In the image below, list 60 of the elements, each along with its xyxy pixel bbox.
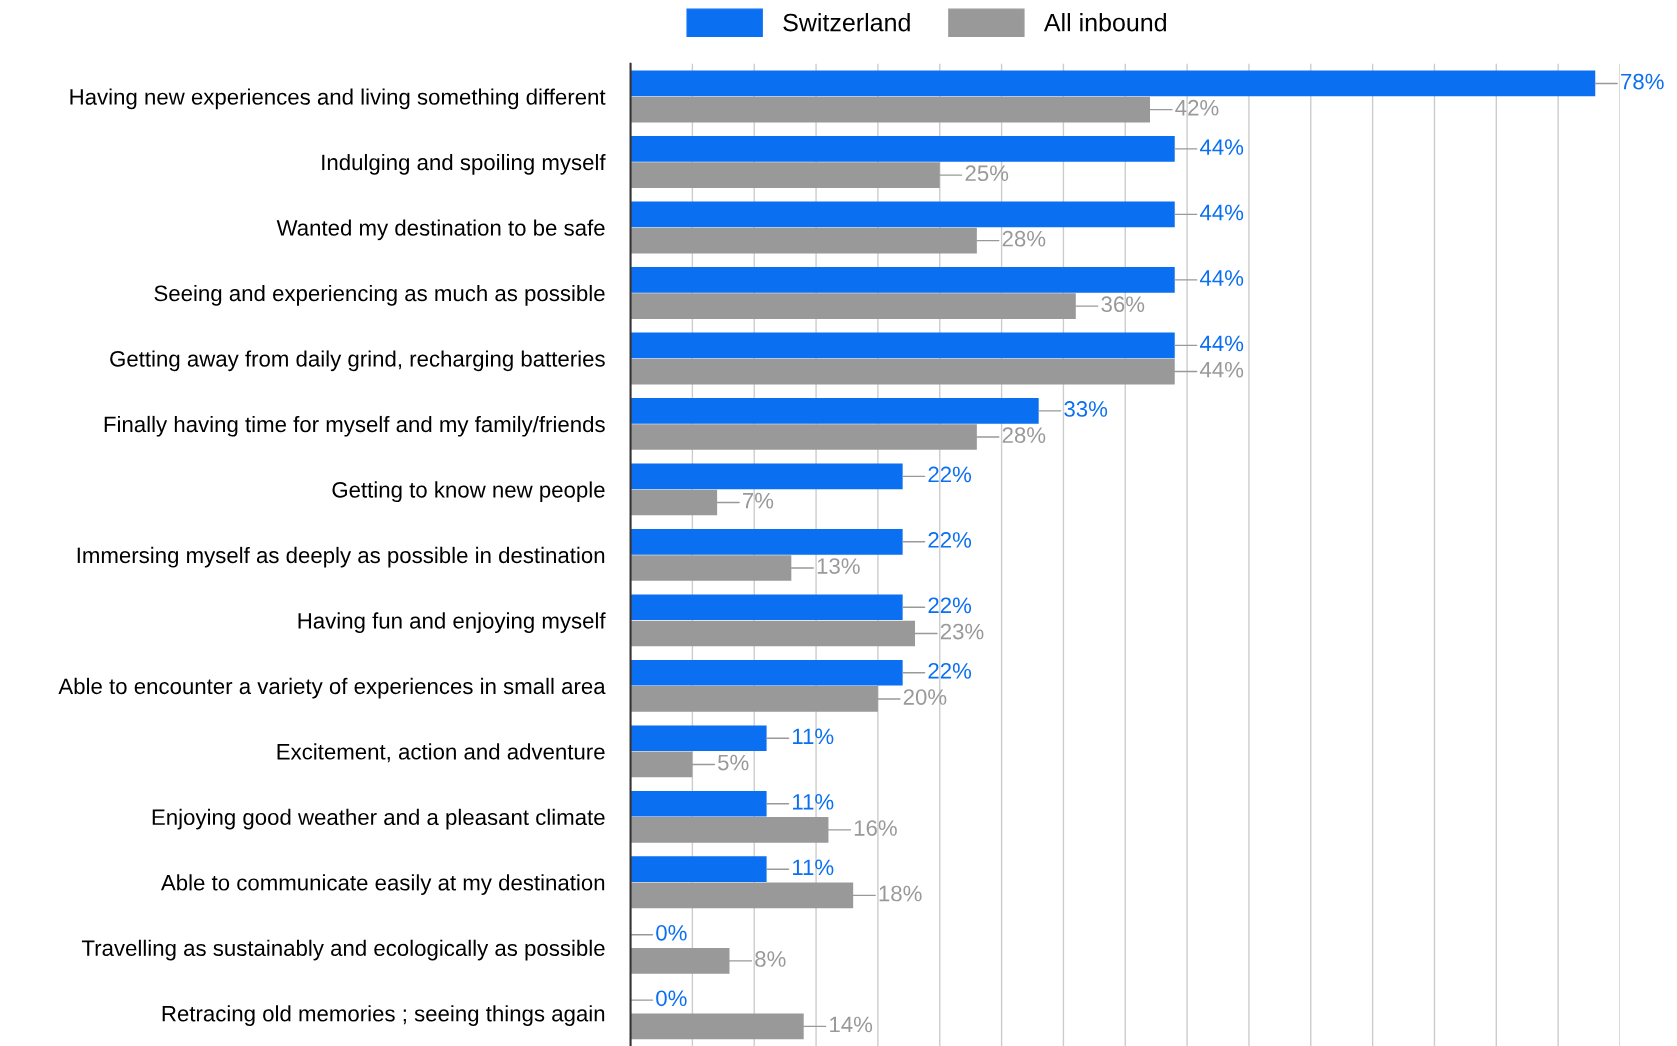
data-label: 36%: [1101, 296, 1145, 313]
data-label: 0%: [656, 990, 687, 1007]
y-tick-label: Immersing myself as deeply as possible in destination: [77, 546, 605, 568]
bar: [630, 136, 1175, 162]
y-tick-label: Indulging and spoiling myself: [322, 153, 606, 175]
data-label: 14%: [830, 1016, 873, 1033]
data-label: 18%: [879, 885, 922, 902]
data-label: 28%: [1002, 230, 1046, 247]
bar: [630, 790, 767, 817]
data-label: 22%: [928, 597, 972, 614]
data-label: 25%: [965, 165, 1009, 182]
y-tick-label: Able to encounter a variety of experiences in small area: [58, 677, 606, 699]
data-label: 5%: [718, 754, 749, 771]
y-tick-label: Having new experiences and living something different: [70, 88, 606, 110]
data-label: 78%: [1621, 73, 1664, 90]
legend-label: Switzerland: [783, 13, 910, 32]
y-tick-label: Enjoying good weather and a pleasant climate: [152, 808, 605, 830]
data-label: 8%: [755, 951, 786, 967]
data-label: 44%: [1199, 139, 1244, 155]
data-label: 44%: [1199, 361, 1244, 378]
y-tick-label: Having fun and enjoying myself: [298, 612, 606, 634]
data-label: 22%: [928, 466, 972, 483]
data-label: 33%: [1064, 401, 1108, 417]
bar: [630, 463, 903, 490]
y-tick-label: Wanted my destination to be safe: [276, 219, 605, 241]
bar: [630, 659, 903, 686]
bar: [630, 528, 903, 555]
data-label: 22%: [928, 532, 972, 548]
y-tick-label: Able to communicate easily at my destination: [160, 874, 605, 895]
data-label: 11%: [793, 794, 834, 810]
data-label: 28%: [1002, 427, 1046, 444]
y-tick-label: Getting away from daily grind, recharging batteries: [110, 350, 605, 372]
data-label: 44%: [1199, 270, 1244, 286]
y-tick-label: Excitement, action and adventure: [277, 743, 605, 763]
y-tick-label: Retracing old memories ; seeing things again: [162, 1005, 605, 1026]
y-tick-label: Seeing and experiencing as much as possible: [154, 284, 605, 306]
y-tick-label: Finally having time for myself and my family/friends: [104, 415, 605, 437]
data-label: 11%: [793, 728, 834, 745]
data-label: 42%: [1175, 99, 1219, 116]
bar: [630, 398, 1039, 424]
y-tick-label: Getting to know new people: [332, 481, 605, 503]
data-label: 22%: [928, 663, 972, 679]
bar: [630, 332, 1175, 359]
data-label: 0%: [656, 924, 687, 941]
data-label: 20%: [903, 689, 947, 705]
data-label: 11%: [793, 859, 834, 876]
legend-label: All inbound: [1043, 13, 1166, 32]
data-label: 44%: [1199, 335, 1244, 352]
bar: [630, 594, 903, 621]
y-tick-label: Travelling as sustainably and ecologically as possible: [81, 939, 605, 961]
data-label: 23%: [940, 623, 984, 640]
data-label: 44%: [1199, 204, 1244, 221]
bar: [630, 70, 1596, 97]
data-label: 16%: [854, 820, 897, 836]
bar: [630, 201, 1175, 228]
bar: [630, 725, 767, 752]
data-label: 7%: [743, 492, 774, 509]
data-label: 13%: [817, 558, 860, 574]
bar: [630, 267, 1175, 293]
bar: [630, 856, 767, 883]
